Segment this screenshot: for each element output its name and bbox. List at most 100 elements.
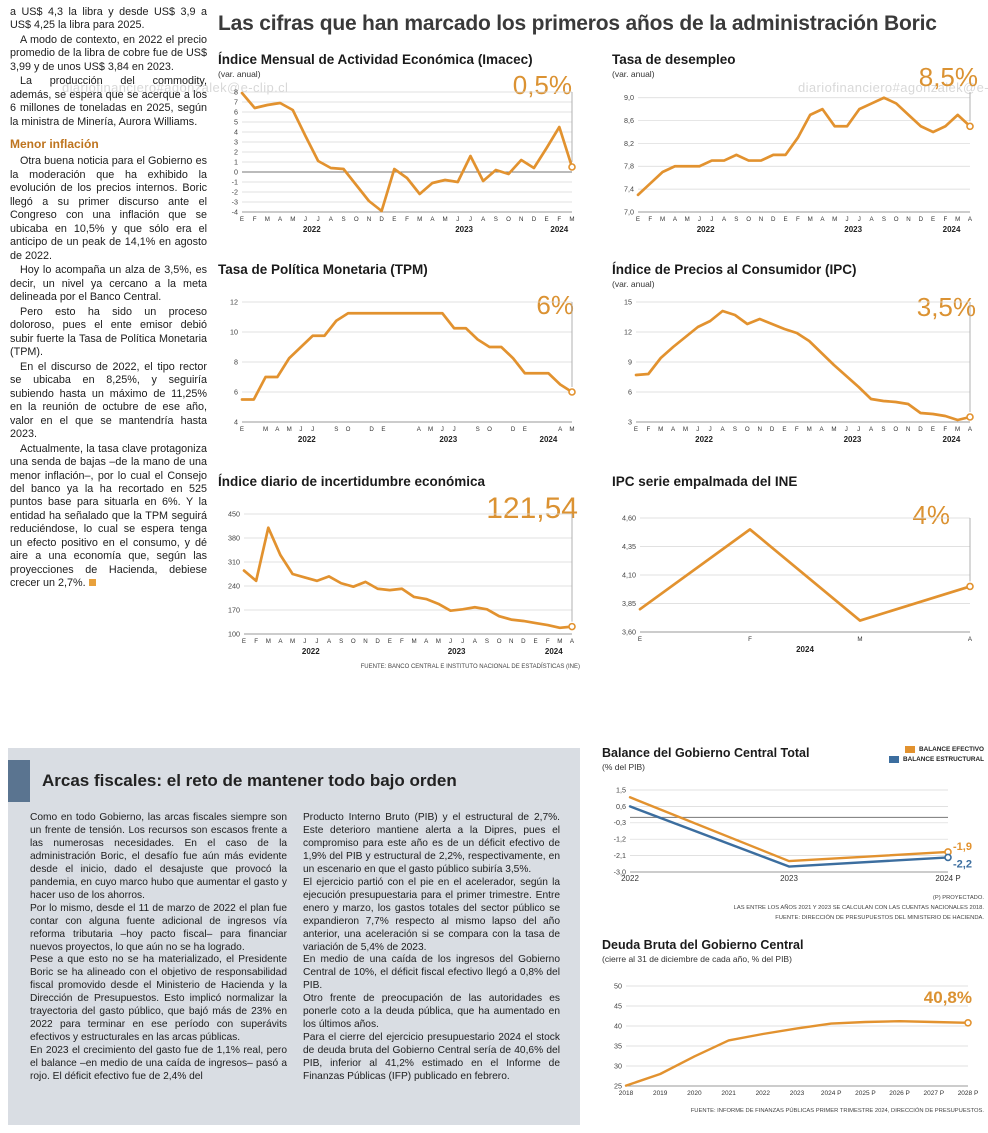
svg-text:M: M bbox=[436, 638, 441, 645]
svg-text:2024: 2024 bbox=[943, 225, 961, 234]
svg-text:A: A bbox=[278, 216, 283, 223]
svg-text:2021: 2021 bbox=[721, 1090, 736, 1097]
svg-text:F: F bbox=[795, 426, 799, 433]
svg-text:J: J bbox=[845, 216, 848, 223]
svg-text:2022: 2022 bbox=[303, 225, 321, 234]
incertidumbre-chart-panel: Índice diario de incertidumbre económica… bbox=[218, 474, 586, 689]
chart-footnotes: (P) PROYECTADO. LAS ENTRE LOS AÑOS 2021 … bbox=[602, 894, 984, 924]
heading-accent-bar bbox=[8, 760, 30, 802]
svg-text:J: J bbox=[456, 216, 459, 223]
svg-text:7: 7 bbox=[234, 97, 238, 106]
svg-text:3: 3 bbox=[234, 137, 238, 146]
fiscal-heading-row: Arcas fiscales: el reto de mantener todo… bbox=[8, 748, 580, 806]
svg-text:M: M bbox=[955, 426, 960, 433]
svg-text:M: M bbox=[831, 426, 836, 433]
svg-text:2023: 2023 bbox=[448, 647, 466, 656]
svg-text:A: A bbox=[278, 638, 283, 645]
svg-text:E: E bbox=[240, 426, 244, 433]
svg-text:O: O bbox=[497, 638, 502, 645]
svg-text:3: 3 bbox=[628, 417, 632, 426]
svg-text:M: M bbox=[857, 636, 862, 643]
paragraph: En el discurso de 2022, el tipo rector s… bbox=[10, 361, 207, 442]
svg-text:7,4: 7,4 bbox=[624, 185, 634, 194]
svg-text:100: 100 bbox=[228, 629, 240, 638]
tpm-chart-panel: Tasa de Política Monetaria (TPM) 6% 1210… bbox=[218, 262, 586, 467]
svg-text:D: D bbox=[770, 426, 775, 433]
svg-text:170: 170 bbox=[228, 605, 240, 614]
svg-text:8: 8 bbox=[234, 357, 238, 366]
svg-text:6: 6 bbox=[234, 107, 238, 116]
svg-text:2024: 2024 bbox=[550, 225, 568, 234]
svg-text:2023: 2023 bbox=[844, 435, 862, 444]
svg-text:F: F bbox=[400, 638, 404, 645]
svg-text:9: 9 bbox=[628, 357, 632, 366]
svg-text:A: A bbox=[721, 426, 726, 433]
svg-text:S: S bbox=[334, 426, 338, 433]
svg-text:O: O bbox=[893, 426, 898, 433]
svg-text:M: M bbox=[411, 638, 416, 645]
svg-text:F: F bbox=[796, 216, 800, 223]
svg-text:D: D bbox=[532, 216, 537, 223]
article-end-marker bbox=[89, 579, 96, 586]
svg-text:J: J bbox=[461, 638, 464, 645]
svg-text:J: J bbox=[453, 426, 456, 433]
footnote: (P) PROYECTADO. bbox=[602, 894, 984, 904]
ipc-plot: 1512963EFMAMJJASONDEFMAMJJASONDEFMA20222… bbox=[612, 296, 984, 448]
svg-text:5: 5 bbox=[234, 117, 238, 126]
svg-text:J: J bbox=[710, 216, 713, 223]
svg-text:A: A bbox=[869, 426, 874, 433]
chart-subtitle: (var. anual) bbox=[612, 279, 984, 289]
svg-text:2: 2 bbox=[234, 147, 238, 156]
svg-text:O: O bbox=[746, 216, 751, 223]
svg-text:-1: -1 bbox=[232, 177, 238, 186]
svg-text:E: E bbox=[636, 216, 640, 223]
svg-text:M: M bbox=[569, 426, 574, 433]
svg-text:N: N bbox=[367, 216, 371, 223]
svg-text:2026 P: 2026 P bbox=[889, 1090, 910, 1097]
imacec-chart-panel: Índice Mensual de Actividad Económica (I… bbox=[218, 52, 586, 257]
svg-text:E: E bbox=[523, 426, 527, 433]
paragraph: Otra buena noticia para el Gobierno es l… bbox=[10, 155, 207, 263]
svg-text:E: E bbox=[931, 216, 935, 223]
svg-text:S: S bbox=[882, 216, 886, 223]
paragraph: Producto Interno Bruto (PIB) y el estruc… bbox=[303, 812, 560, 877]
svg-text:-2,2: -2,2 bbox=[953, 858, 972, 870]
svg-text:J: J bbox=[303, 638, 306, 645]
svg-text:-1,9: -1,9 bbox=[953, 841, 972, 853]
ipc-empalmada-plot: 4,604,354,103,853,60EFMA2024 bbox=[612, 510, 984, 660]
svg-text:310: 310 bbox=[228, 557, 240, 566]
chart-title: Deuda Bruta del Gobierno Central bbox=[602, 938, 984, 952]
footnote: FUENTE: DIRECCIÓN DE PRESUPUESTOS DEL MI… bbox=[602, 914, 984, 924]
desempleo-chart-panel: Tasa de desempleo (var. anual) 8,5% 9,08… bbox=[612, 52, 984, 257]
svg-text:N: N bbox=[906, 426, 910, 433]
svg-text:J: J bbox=[304, 216, 307, 223]
svg-text:380: 380 bbox=[228, 533, 240, 542]
paragraph-text: Actualmente, la tasa clave protagoniza u… bbox=[10, 443, 207, 590]
svg-text:4,10: 4,10 bbox=[622, 570, 636, 579]
svg-text:2023: 2023 bbox=[439, 435, 457, 444]
fiscal-text-columns: Como en todo Gobierno, las arcas fiscale… bbox=[8, 806, 580, 1084]
svg-text:2022: 2022 bbox=[621, 874, 639, 883]
svg-text:12: 12 bbox=[230, 297, 238, 306]
svg-text:A: A bbox=[968, 426, 973, 433]
svg-text:2025 P: 2025 P bbox=[855, 1090, 876, 1097]
svg-text:J: J bbox=[311, 426, 314, 433]
svg-text:-2,1: -2,1 bbox=[614, 851, 626, 860]
svg-text:6: 6 bbox=[628, 387, 632, 396]
svg-text:A: A bbox=[473, 638, 478, 645]
svg-text:2022: 2022 bbox=[697, 225, 715, 234]
svg-text:S: S bbox=[485, 638, 489, 645]
svg-text:E: E bbox=[242, 638, 246, 645]
svg-text:N: N bbox=[757, 426, 761, 433]
svg-text:3,60: 3,60 bbox=[622, 627, 636, 636]
svg-text:M: M bbox=[417, 216, 422, 223]
svg-text:D: D bbox=[919, 216, 924, 223]
svg-text:4,60: 4,60 bbox=[622, 513, 636, 522]
svg-text:A: A bbox=[275, 426, 280, 433]
svg-text:J: J bbox=[317, 216, 320, 223]
legend-swatch-efectivo bbox=[905, 746, 915, 753]
svg-text:S: S bbox=[881, 426, 885, 433]
svg-text:M: M bbox=[287, 426, 292, 433]
svg-text:E: E bbox=[783, 216, 787, 223]
svg-text:0: 0 bbox=[234, 167, 238, 176]
